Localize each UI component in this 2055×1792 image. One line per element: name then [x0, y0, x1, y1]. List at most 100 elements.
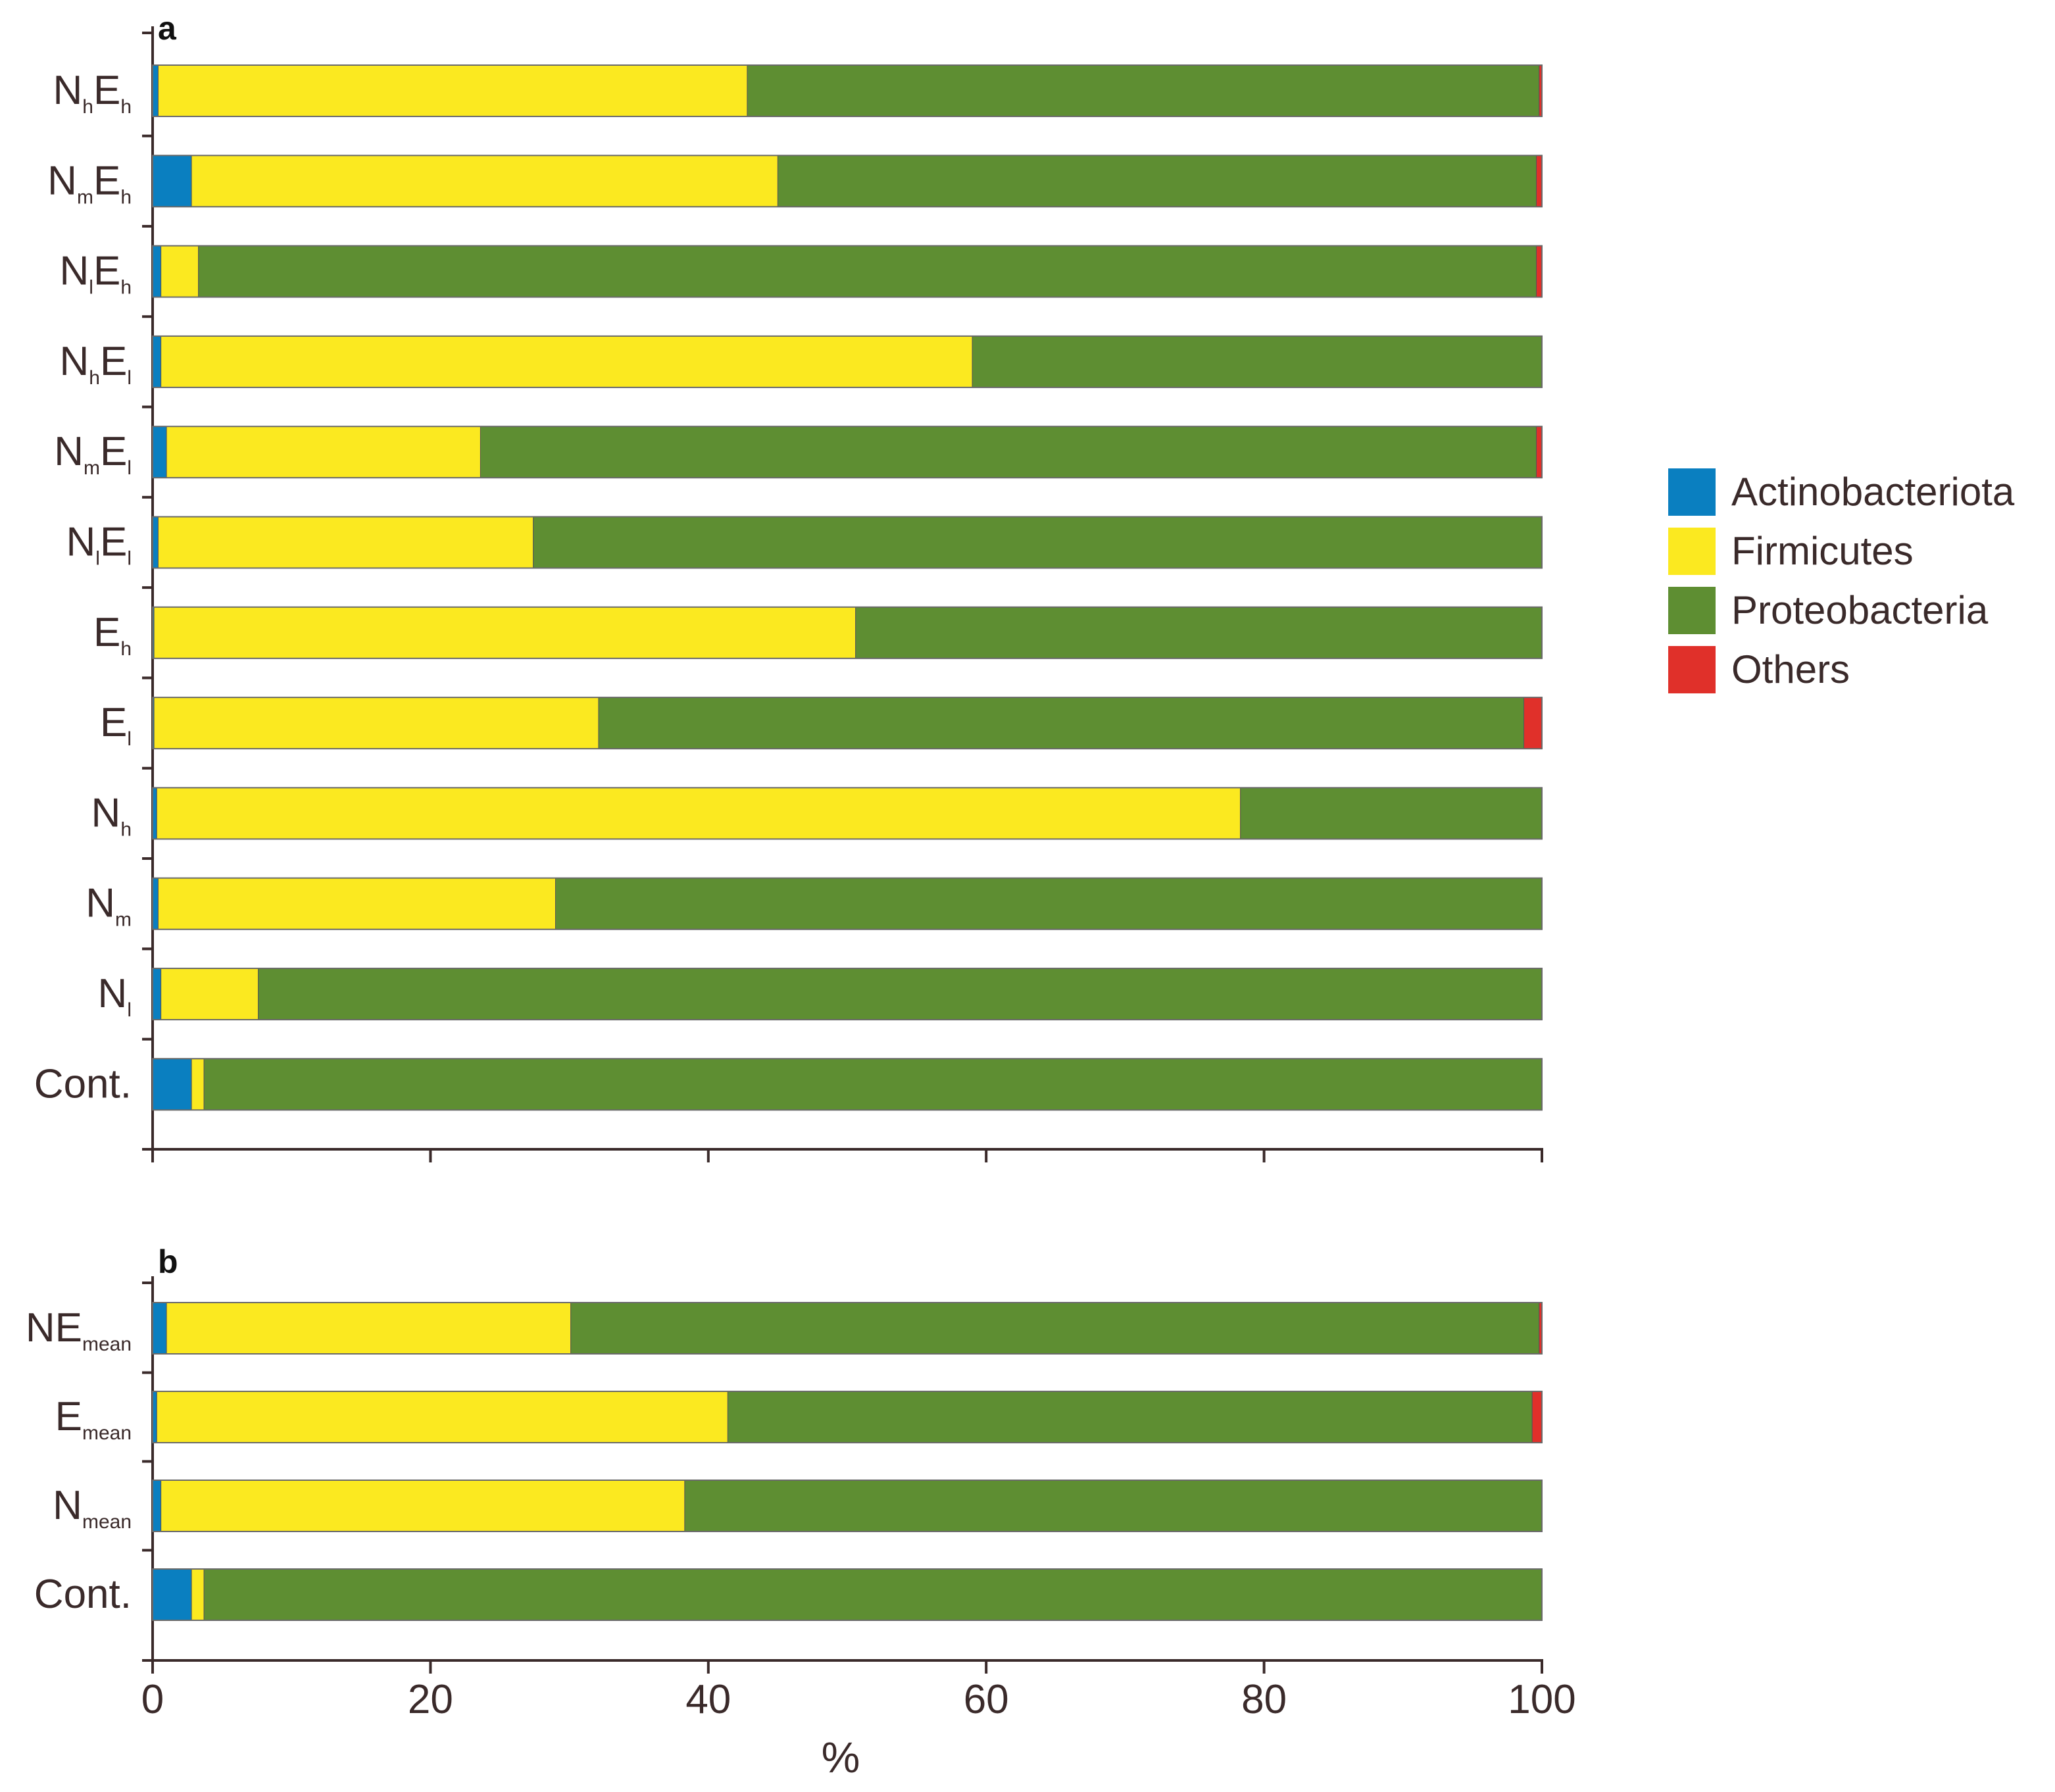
category-label: El [100, 700, 132, 750]
bar-segment-firmicutes [156, 1391, 728, 1443]
bar-outline [152, 64, 1543, 117]
panel-b: b 0 20 40 60 80 100% NEmean Emean Nmean Cont. [26, 1243, 1576, 1781]
x-tick-label: 80 [1241, 1677, 1287, 1722]
bar-segment-actinobacteriota [152, 245, 162, 298]
bar-segment-proteobacteria [598, 697, 1525, 749]
bar-outline [152, 787, 1543, 840]
bar-segment-proteobacteria [480, 426, 1537, 478]
bar-outline [152, 968, 1543, 1020]
bar-segment-actinobacteriota [152, 426, 167, 478]
bar-outline [152, 245, 1543, 298]
bar-segment-proteobacteria [777, 155, 1537, 207]
bar-segment-proteobacteria [203, 1568, 1543, 1621]
legend-swatch-others [1668, 646, 1716, 693]
bar-segment-others [1531, 1391, 1543, 1443]
bar-segment-firmicutes [153, 697, 599, 749]
bar-outline [152, 155, 1543, 208]
bar-segment-proteobacteria [258, 968, 1543, 1020]
bar-outline [152, 426, 1543, 479]
legend-swatch-firmicutes [1668, 528, 1716, 575]
bar-segment-proteobacteria [684, 1480, 1543, 1532]
bar-segment-actinobacteriota [152, 1302, 167, 1355]
bar-segment-actinobacteriota [152, 968, 162, 1020]
category-label: NhEh [53, 68, 132, 118]
legend: Actinobacteriota Firmicutes Proteobacteria… [1668, 468, 2015, 693]
bar-outline [152, 1058, 1543, 1111]
panel-a: a NhEh NmEh NlEh NhEl NmEl NlEl Eh El Nh Nm Nl Cont. [34, 10, 1543, 1162]
bar-segment-firmicutes [166, 426, 481, 478]
category-label: NEmean [26, 1305, 132, 1355]
bar-segment-actinobacteriota [152, 1480, 162, 1532]
bar-outline [152, 1480, 1543, 1532]
legend-label-actinobacteriota: Actinobacteriota [1731, 470, 2015, 514]
category-label: Nh [91, 790, 132, 840]
bar-segment-firmicutes [191, 1058, 205, 1110]
x-tick-label: 40 [685, 1677, 731, 1722]
category-label: Nm [86, 881, 132, 931]
bar-segment-firmicutes [161, 968, 259, 1020]
bar-outline [152, 1302, 1543, 1355]
category-label: Cont. [34, 1572, 132, 1617]
bar-segment-firmicutes [161, 1480, 685, 1532]
bar-segment-firmicutes [157, 64, 748, 117]
bar-segment-proteobacteria [747, 64, 1540, 117]
bar-segment-others [1536, 155, 1543, 207]
category-label: NmEl [54, 429, 132, 479]
bar-segment-firmicutes [156, 787, 1241, 839]
category-label: NlEl [66, 520, 132, 570]
bar-segment-firmicutes [191, 1568, 205, 1621]
category-label: Cont. [34, 1061, 132, 1107]
bar-segment-proteobacteria [727, 1391, 1533, 1443]
category-label: NlEh [60, 249, 132, 299]
bar-segment-proteobacteria [203, 1058, 1543, 1110]
legend-label-others: Others [1731, 647, 1850, 691]
bar-segment-firmicutes [157, 878, 556, 930]
bar-segment-firmicutes [191, 155, 778, 207]
bar-segment-firmicutes [166, 1302, 572, 1355]
bar-segment-firmicutes [153, 607, 856, 659]
bar-segment-proteobacteria [533, 516, 1543, 568]
x-tick-label: 100 [1508, 1677, 1575, 1722]
bar-outline [152, 606, 1543, 659]
bar-segment-actinobacteriota [152, 64, 159, 117]
bar-segment-others [1523, 697, 1543, 749]
category-label: NhEl [60, 339, 132, 389]
legend-swatch-proteobacteria [1668, 587, 1716, 634]
bar-segment-firmicutes [161, 245, 199, 298]
bar-outline [152, 697, 1543, 750]
bar-segment-firmicutes [161, 336, 973, 388]
bar-segment-proteobacteria [1240, 787, 1543, 839]
category-label: Nl [98, 971, 132, 1021]
category-label: Eh [93, 610, 132, 660]
bar-segment-proteobacteria [855, 607, 1543, 659]
bar-segment-firmicutes [157, 516, 534, 568]
x-axis-label: % [822, 1733, 860, 1781]
bar-segment-proteobacteria [555, 878, 1543, 930]
bar-outline [152, 1391, 1543, 1443]
bar-outline [152, 335, 1543, 388]
bar-segment-proteobacteria [198, 245, 1537, 298]
panel-label: b [158, 1243, 178, 1280]
bar-segment-actinobacteriota [152, 1568, 192, 1621]
x-tick-label: 20 [408, 1677, 453, 1722]
bar-segment-others [1536, 426, 1543, 478]
bar-segment-actinobacteriota [152, 516, 159, 568]
bar-outline [152, 877, 1543, 930]
bar-segment-actinobacteriota [152, 1058, 192, 1110]
panel-label: a [158, 10, 177, 47]
category-label: Emean [55, 1394, 132, 1444]
bar-outline [152, 1568, 1543, 1621]
bar-segment-actinobacteriota [152, 878, 159, 930]
bar-segment-actinobacteriota [152, 155, 192, 207]
x-tick-label: 60 [964, 1677, 1009, 1722]
bar-outline [152, 516, 1543, 569]
bar-segment-actinobacteriota [152, 336, 162, 388]
bar-segment-proteobacteria [972, 336, 1543, 388]
bar-segment-proteobacteria [570, 1302, 1540, 1355]
legend-label-proteobacteria: Proteobacteria [1731, 588, 1989, 632]
x-tick-label: 0 [141, 1677, 164, 1722]
bar-segment-others [1536, 245, 1543, 298]
legend-label-firmicutes: Firmicutes [1731, 529, 1914, 573]
category-label: NmEh [47, 158, 132, 208]
